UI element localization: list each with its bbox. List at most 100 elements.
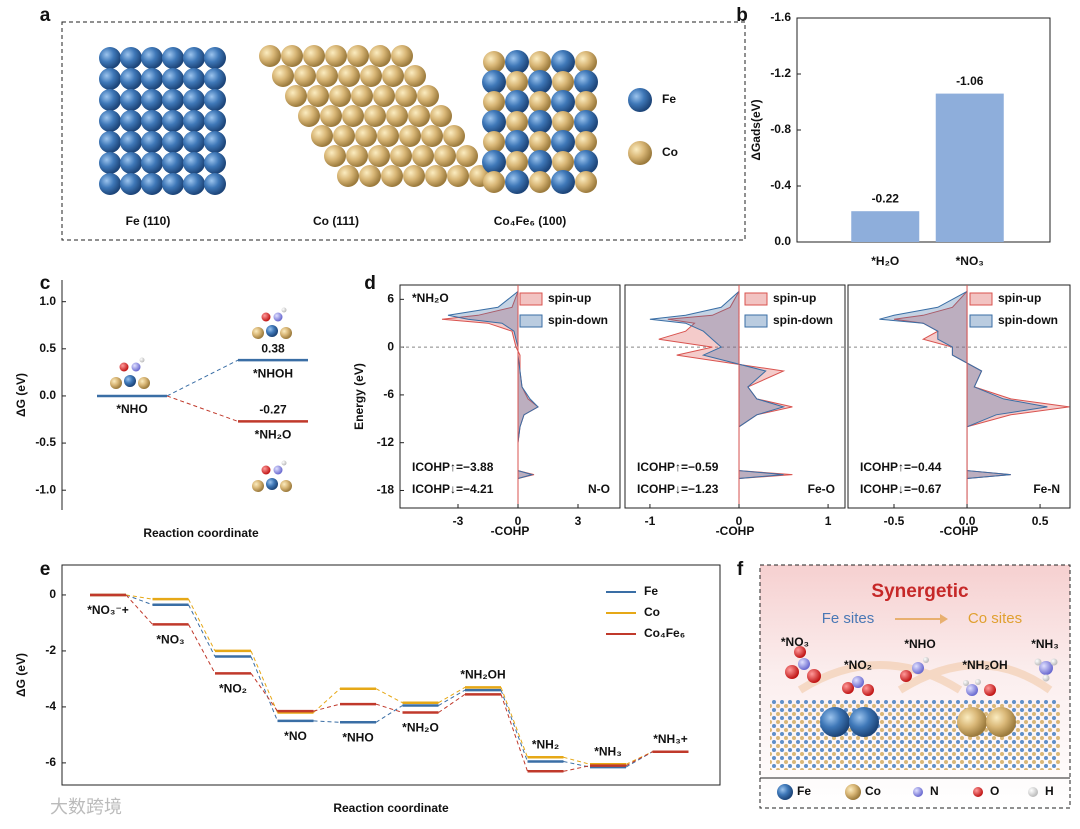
connector	[500, 689, 528, 762]
arrow-head	[940, 614, 948, 624]
cohp-area	[649, 291, 786, 499]
y-axis-label: Energy (eV)	[352, 363, 366, 430]
atom	[183, 131, 205, 153]
atom	[281, 460, 287, 466]
atom	[412, 145, 434, 167]
synergy-title: Synergetic	[871, 581, 969, 602]
x-tick-label: *NO₂	[219, 681, 247, 695]
species-label: *NO₃	[781, 635, 809, 649]
icohp-label: ICOHP↑=−3.88	[412, 460, 494, 474]
atom	[975, 679, 981, 685]
connector	[500, 687, 528, 758]
atom	[862, 684, 874, 696]
atom	[528, 70, 552, 94]
legend-label: Fe	[662, 92, 676, 106]
atom	[272, 65, 294, 87]
connector	[188, 604, 216, 657]
y-tick-label: 0.5	[39, 341, 56, 355]
data-label: -0.22	[872, 191, 900, 205]
species-label: *NO₂	[844, 658, 872, 672]
atom	[842, 682, 854, 694]
atom	[110, 377, 122, 389]
atom	[807, 669, 821, 683]
atom	[551, 130, 575, 154]
legend-label: spin-up	[998, 291, 1041, 305]
atom	[381, 165, 403, 187]
x-tick-label: *NO₃	[956, 254, 984, 268]
atom	[483, 91, 505, 113]
atom	[259, 45, 281, 67]
atom	[338, 65, 360, 87]
atom	[162, 68, 184, 90]
y-tick-label: -2	[45, 643, 56, 657]
panel-label: e	[40, 559, 51, 580]
connector	[125, 594, 153, 625]
legend-label: N	[930, 784, 939, 798]
atom	[351, 85, 373, 107]
atom	[337, 165, 359, 187]
atom	[120, 68, 142, 90]
atom	[99, 47, 121, 69]
atom	[162, 152, 184, 174]
x-axis-label: -COHP	[491, 524, 530, 538]
connector	[375, 705, 403, 723]
atom	[505, 90, 529, 114]
atom	[552, 71, 574, 93]
atom	[529, 91, 551, 113]
y-tick-label: -0.4	[770, 178, 791, 192]
atom	[252, 480, 264, 492]
atom	[408, 105, 430, 127]
icohp-label: ICOHP↓=−4.21	[412, 482, 494, 496]
atom	[368, 145, 390, 167]
atom	[162, 173, 184, 195]
legend-swatch	[744, 292, 768, 306]
atom	[124, 375, 136, 387]
icohp-label: ICOHP↓=−1.23	[637, 482, 719, 496]
x-tick-label: *NO₃	[156, 633, 184, 647]
y-tick-label: -18	[377, 483, 395, 497]
legend-label: Co	[865, 784, 881, 798]
atom	[506, 111, 528, 133]
atom	[204, 89, 226, 111]
legend-label: spin-up	[548, 291, 591, 305]
atom	[900, 670, 912, 682]
atom	[505, 170, 529, 194]
connector	[625, 751, 653, 767]
atom	[421, 125, 443, 147]
atom	[204, 47, 226, 69]
atom	[99, 110, 121, 132]
species-label: *NHO	[904, 637, 935, 651]
y-tick-label: 1.0	[39, 294, 56, 308]
atom	[141, 110, 163, 132]
connector	[188, 598, 216, 652]
y-tick-label: -0.5	[35, 435, 56, 449]
bond-label: Fe-N	[1033, 482, 1060, 496]
atom	[303, 45, 325, 67]
atom	[359, 165, 381, 187]
atom	[528, 150, 552, 174]
x-tick-label: *NO	[284, 729, 307, 743]
connector	[250, 673, 278, 712]
axes-frame	[61, 564, 721, 786]
level-label: *NH₂O	[255, 428, 292, 442]
atom	[551, 170, 575, 194]
y-axis-label: ΔG (eV)	[14, 373, 28, 417]
legend-label: O	[990, 784, 999, 798]
atom	[162, 47, 184, 69]
legend-swatch	[519, 314, 543, 328]
atom	[252, 327, 264, 339]
icohp-label: ICOHP↑=−0.44	[860, 460, 942, 474]
fe-site	[820, 707, 850, 737]
atom	[183, 89, 205, 111]
x-tick-label: 3	[575, 514, 582, 528]
co-site	[986, 707, 1016, 737]
x-tick-label: *NO₃⁻+	[87, 603, 129, 617]
axes-frame	[796, 17, 1051, 243]
x-axis-label: Reaction coordinate	[143, 526, 259, 540]
atom	[923, 657, 929, 663]
atom	[845, 784, 861, 800]
data-label: -1.06	[956, 74, 984, 88]
atom	[183, 68, 205, 90]
atom	[183, 173, 205, 195]
